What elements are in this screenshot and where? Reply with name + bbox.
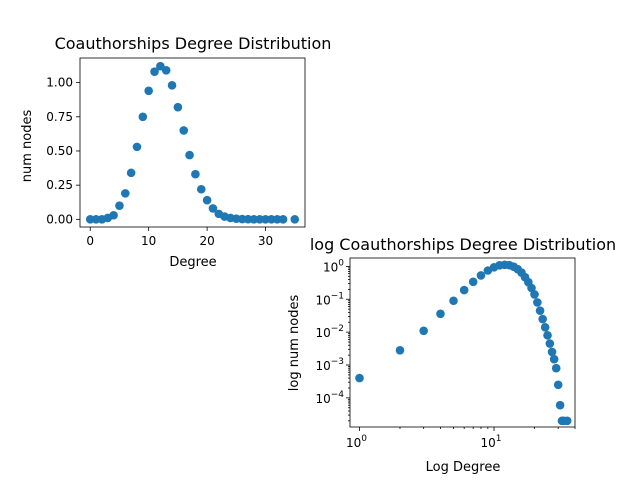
chart0-ytick-label: 0.50	[46, 144, 73, 158]
chart0-point	[138, 112, 148, 122]
chart0-point	[167, 81, 177, 90]
chart0-ytick-label: 1.00	[46, 76, 73, 90]
chart1-point	[395, 346, 405, 355]
chart0-point	[191, 169, 200, 179]
chart1-ytick-label: 10−3	[315, 357, 344, 373]
chart0-ytick-label: 0.25	[46, 178, 73, 192]
chart0-point	[290, 215, 300, 224]
chart0-point	[208, 204, 218, 213]
chart1-point	[476, 271, 486, 280]
chart1-point	[449, 296, 458, 306]
chart0-xtick-label: 30	[258, 234, 273, 248]
chart0-point	[109, 210, 118, 220]
chart1-xtick-label: 101	[481, 434, 502, 450]
chart1-title: log Coauthorships Degree Distribution	[310, 235, 616, 254]
chart1-point	[538, 314, 547, 324]
chart0-ytick-label: 0.75	[46, 110, 73, 124]
chart1-point	[555, 400, 565, 410]
chart1-xtick-label: 100	[346, 434, 367, 450]
chart1-ylabel: log num nodes	[287, 295, 302, 392]
chart1-point	[553, 380, 563, 390]
chart0-point	[120, 189, 130, 198]
chart1-point	[459, 285, 469, 295]
chart0-point	[115, 201, 124, 210]
chart1-point	[419, 326, 428, 336]
chart0-point	[161, 66, 171, 75]
chart1-point	[562, 416, 572, 426]
chart0-point	[278, 215, 288, 224]
chart0-point	[179, 126, 189, 135]
chart0-point	[185, 150, 194, 160]
chart1-point	[547, 347, 557, 357]
chart1-ytick-label: 10−1	[315, 291, 344, 307]
log-degree-chart: log Coauthorships Degree Distribution Lo…	[287, 235, 616, 475]
chart1-point	[527, 283, 536, 293]
chart1-xlabel: Log Degree	[426, 460, 501, 475]
chart1-ytick-label: 100	[323, 258, 344, 274]
linear-degree-chart: Coauthorships Degree Distribution Degree…	[20, 34, 331, 270]
chart0-xtick-label: 20	[199, 234, 214, 248]
chart1-frame	[349, 257, 576, 428]
chart1-point	[468, 277, 478, 287]
chart1-point	[533, 298, 542, 307]
chart0-point	[126, 168, 136, 178]
chart1-point	[530, 290, 539, 299]
chart0-point	[173, 102, 183, 112]
chart0-point	[132, 142, 142, 152]
chart0-xtick-label: 0	[86, 234, 94, 248]
chart0-title: Coauthorships Degree Distribution	[55, 34, 332, 53]
chart1-point	[545, 339, 555, 348]
chart0-ytick-label: 0.00	[46, 212, 73, 226]
chart1-point	[535, 306, 545, 315]
chart0-xtick-label: 10	[141, 234, 156, 248]
chart0-point	[150, 67, 159, 76]
chart0-point	[202, 195, 212, 205]
chart1-point	[540, 323, 550, 332]
chart1-ytick-label: 10−4	[315, 390, 344, 406]
chart0-xlabel: Degree	[169, 255, 216, 270]
chart0-point	[144, 86, 153, 96]
chart0-frame	[79, 57, 306, 228]
chart0-point	[196, 184, 206, 194]
chart1-point	[436, 309, 445, 319]
chart1-ytick-label: 10−2	[315, 324, 344, 340]
chart1-point	[551, 363, 561, 373]
chart1-point	[355, 373, 364, 383]
chart1-point	[543, 331, 552, 340]
chart1-point	[549, 354, 559, 364]
chart0-ylabel: num nodes	[20, 110, 35, 183]
